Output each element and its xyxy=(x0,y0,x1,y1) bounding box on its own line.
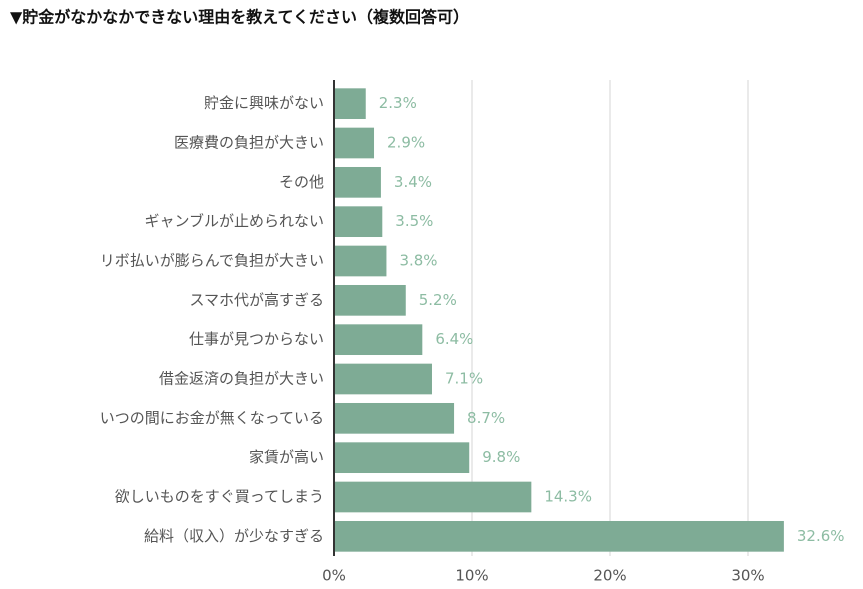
x-tick-label: 10% xyxy=(455,567,488,585)
y-tick-label: 貯金に興味がない xyxy=(204,94,324,112)
y-tick-label: 欲しいものをすぐ買ってしまう xyxy=(115,488,324,506)
data-label: 2.3% xyxy=(379,94,417,112)
y-tick-label: 仕事が見つからない xyxy=(189,330,324,348)
data-label: 3.4% xyxy=(394,173,432,191)
y-tick-label: 給料（収入）が少なすぎる xyxy=(144,527,324,545)
y-tick-label: その他 xyxy=(279,173,324,191)
bar xyxy=(334,166,381,198)
bar xyxy=(334,245,387,277)
bar xyxy=(334,88,366,120)
x-tick-label: 30% xyxy=(731,567,764,585)
data-label: 6.4% xyxy=(435,330,473,348)
data-label: 7.1% xyxy=(445,370,483,388)
y-tick-label: いつの間にお金が無くなっている xyxy=(100,409,324,427)
bar xyxy=(334,324,423,356)
y-tick-label: 借金返済の負担が大きい xyxy=(159,370,324,388)
x-tick-label: 20% xyxy=(593,567,626,585)
data-label: 3.8% xyxy=(399,252,437,270)
data-label: 5.2% xyxy=(419,291,457,309)
data-label: 8.7% xyxy=(467,409,505,427)
data-label: 14.3% xyxy=(544,488,592,506)
y-tick-label: 医療費の負担が大きい xyxy=(174,134,324,152)
bar xyxy=(334,481,532,513)
data-label: 2.9% xyxy=(387,134,425,152)
bar xyxy=(334,284,406,316)
data-label: 9.8% xyxy=(482,448,520,466)
bar xyxy=(334,442,470,474)
bar xyxy=(334,127,375,159)
y-tick-label: リボ払いが膨らんで負担が大きい xyxy=(100,252,324,270)
data-label: 32.6% xyxy=(797,527,845,545)
data-label: 3.5% xyxy=(395,212,433,230)
y-tick-label: ギャンブルが止められない xyxy=(144,212,324,230)
x-tick-label: 0% xyxy=(322,567,346,585)
y-tick-label: スマホ代が高すぎる xyxy=(189,291,324,309)
bar xyxy=(334,363,432,395)
bar xyxy=(334,206,383,238)
bar xyxy=(334,520,784,552)
chart-title: ▼貯金がなかなかできない理由を教えてください（複数回答可） xyxy=(10,8,469,27)
y-tick-label: 家賃が高い xyxy=(249,448,324,466)
bar xyxy=(334,402,455,434)
